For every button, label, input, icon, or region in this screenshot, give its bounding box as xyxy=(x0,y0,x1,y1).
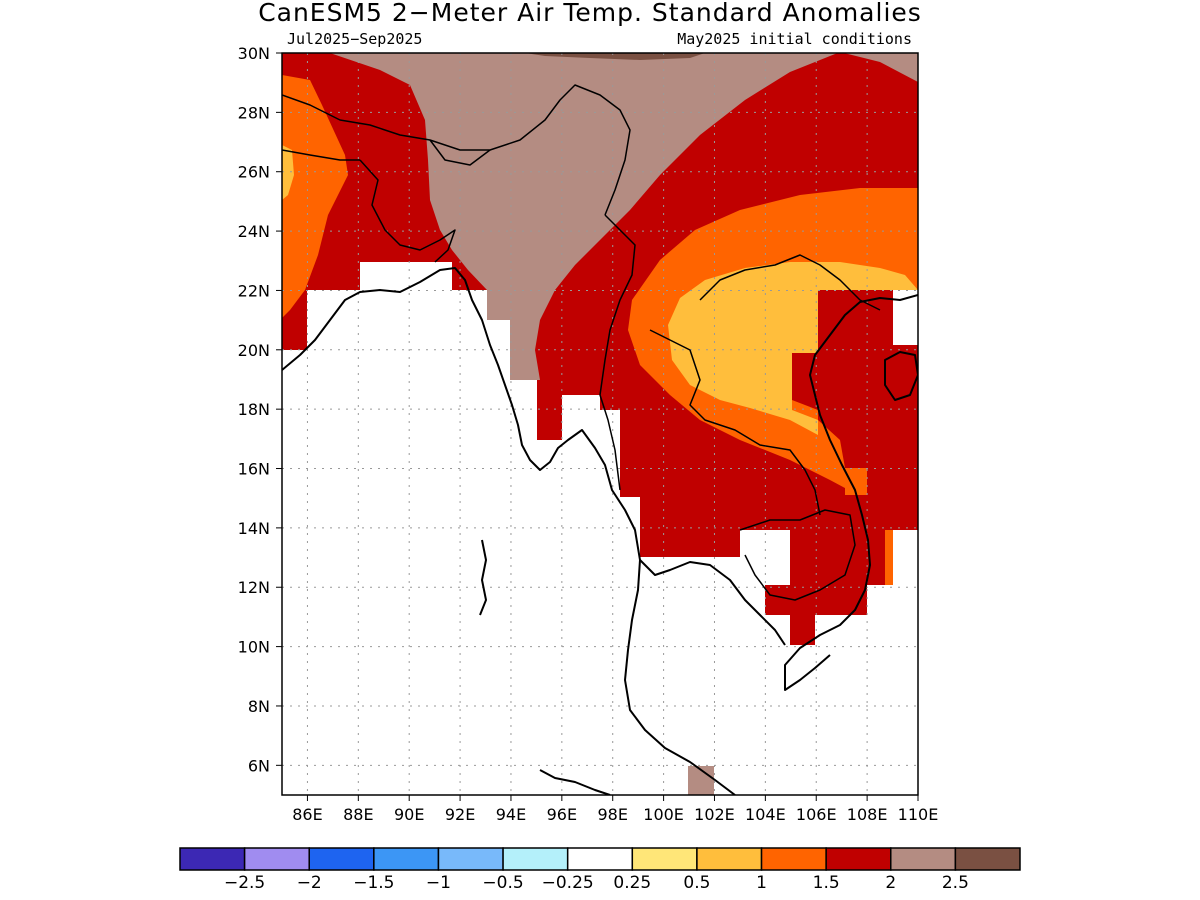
coastline-indochina xyxy=(784,294,918,691)
initial-conditions: May2025 initial conditions xyxy=(677,30,912,48)
colorbar-swatch xyxy=(502,847,569,871)
latitude-axis: 30N 28N 26N 24N 22N 20N 18N 16N 14N 12N 10N 8N 6N xyxy=(238,44,282,775)
lat-tick-label: 6N xyxy=(248,756,270,775)
border-bhutan xyxy=(429,139,491,166)
colorbar-label: 2.5 xyxy=(942,873,969,893)
anomaly-darkbrown-top xyxy=(525,53,705,60)
colorbar-swatch xyxy=(696,847,763,871)
lat-tick-label: 12N xyxy=(238,578,270,597)
colorbar-swatch xyxy=(373,847,440,871)
anomaly-orange-se-strip xyxy=(885,530,893,585)
anomaly-brown-north xyxy=(330,53,918,380)
lat-tick-label: 24N xyxy=(238,222,270,241)
lon-tick-label: 88E xyxy=(343,805,373,824)
lat-tick-label: 16N xyxy=(238,460,270,479)
lat-tick-label: 26N xyxy=(238,163,270,182)
colorbar-label: −0.5 xyxy=(482,873,523,893)
colorbar-swatch xyxy=(308,847,375,871)
country-borders xyxy=(282,84,881,601)
border-myanmar-east xyxy=(599,214,636,491)
map-frame xyxy=(281,52,919,796)
colorbar-swatch xyxy=(566,847,634,871)
lon-tick-label: 100E xyxy=(643,805,684,824)
colorbar-label: 2 xyxy=(885,873,896,893)
colorbar-label: −1.5 xyxy=(353,873,394,893)
lon-tick-label: 102E xyxy=(694,805,735,824)
anomaly-lightorange-west xyxy=(282,145,294,200)
coastline-andaman-islands xyxy=(479,539,487,616)
lat-tick-label: 14N xyxy=(238,519,270,538)
border-bangladesh xyxy=(359,159,456,263)
lat-tick-label: 10N xyxy=(238,638,270,657)
border-laos xyxy=(649,329,821,516)
coastlines xyxy=(282,267,918,795)
lon-tick-label: 92E xyxy=(445,805,475,824)
coastline-hainan xyxy=(884,351,918,401)
coastline-gulf-of-thailand xyxy=(639,559,786,646)
lon-tick-label: 90E xyxy=(394,805,424,824)
forecast-period: Jul2025−Sep2025 xyxy=(287,30,422,48)
colorbar-label: −2 xyxy=(297,873,322,893)
longitude-axis: 86E 88E 90E 92E 94E 96E 98E 100E 102E 104E 106E 108… xyxy=(292,795,938,824)
map-panel xyxy=(281,52,919,796)
colorbar: −2.5 −2 −1.5 −1 −0.5 −0.25 0.25 0.5 1 1.5 2 2.5 xyxy=(179,847,1021,893)
lon-tick-label: 94E xyxy=(496,805,526,824)
colorbar-swatch xyxy=(954,847,1021,871)
colorbar-label: −0.25 xyxy=(542,873,594,893)
lat-tick-label: 18N xyxy=(238,400,270,419)
lat-tick-label: 8N xyxy=(248,697,270,716)
colorbar-swatch xyxy=(825,847,892,871)
lon-tick-label: 108E xyxy=(847,805,888,824)
anomaly-orange-west xyxy=(282,75,348,318)
border-cambodia xyxy=(739,509,856,601)
coastline-india-bangladesh xyxy=(282,267,736,795)
lat-tick-label: 30N xyxy=(238,44,270,63)
colorbar-swatch xyxy=(631,847,698,871)
anomaly-orange-se-cell xyxy=(845,468,867,495)
border-himalaya xyxy=(282,84,631,216)
figure-title: CanESM5 2−Meter Air Temp. Standard Anoma… xyxy=(258,0,922,27)
lon-tick-label: 98E xyxy=(597,805,627,824)
colorbar-swatch xyxy=(760,847,827,871)
lon-tick-label: 86E xyxy=(292,805,322,824)
colorbar-label: 0.5 xyxy=(683,873,710,893)
coastline-sumatra-tip xyxy=(539,769,611,795)
lon-tick-label: 96E xyxy=(547,805,577,824)
colorbar-label: −1 xyxy=(426,873,451,893)
anomaly-shading xyxy=(282,53,918,795)
colorbar-label: 1.5 xyxy=(813,873,840,893)
colorbar-swatch xyxy=(179,847,246,871)
lat-tick-label: 20N xyxy=(238,341,270,360)
lat-tick-label: 28N xyxy=(238,103,270,122)
colorbar-swatch xyxy=(437,847,504,871)
border-india-nepal xyxy=(282,149,360,161)
colorbar-label: 1 xyxy=(756,873,767,893)
lon-tick-label: 104E xyxy=(745,805,786,824)
lon-tick-label: 106E xyxy=(796,805,837,824)
border-vietnam-north xyxy=(699,254,881,311)
colorbar-swatch xyxy=(243,847,310,871)
lon-tick-label: 110E xyxy=(898,805,939,824)
colorbar-label: −2.5 xyxy=(224,873,265,893)
colorbar-label: 0.25 xyxy=(613,873,651,893)
lat-tick-label: 22N xyxy=(238,281,270,300)
colorbar-swatch xyxy=(890,847,957,871)
anomaly-lightorange-east xyxy=(668,262,918,435)
